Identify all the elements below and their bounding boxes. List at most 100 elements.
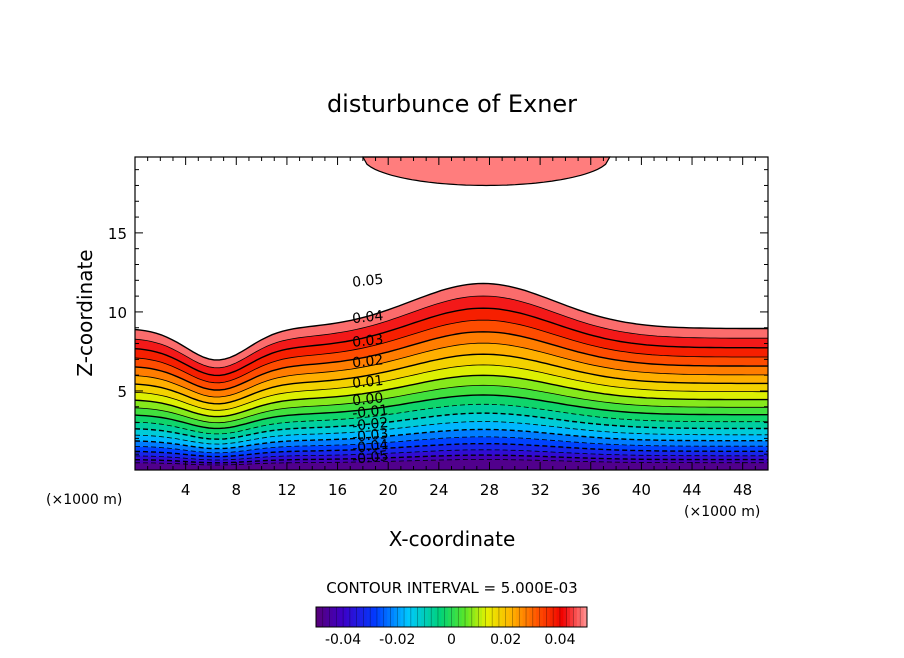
contour-label: -0.05	[351, 448, 389, 468]
colorbar-segment	[410, 607, 415, 627]
y-tick-label: 5	[117, 383, 127, 401]
y-tick-label: 10	[108, 304, 127, 322]
contour-label-layer: 0.05 0.04 0.030.02 0.010.00-0.01-0.02-0.03-…	[351, 272, 389, 468]
contour-line	[134, 319, 768, 384]
x-tick-label: 24	[429, 481, 448, 499]
contour-label: 0.02	[351, 352, 384, 371]
colorbar-segment	[404, 607, 408, 627]
colorbar-tick-label: 0	[447, 632, 456, 648]
x-tick-label: 4	[181, 481, 191, 499]
colorbar-segment	[570, 607, 574, 627]
colorbar-segment	[458, 607, 463, 627]
colorbar-segment	[397, 607, 402, 627]
colorbar-segment	[465, 607, 469, 627]
colorbar-tick-label: -0.04	[325, 632, 361, 648]
contour-label: 0.03	[351, 332, 384, 351]
contour-line	[134, 384, 768, 424]
colorbar-segment	[556, 607, 561, 627]
colorbar-segment	[448, 607, 452, 627]
contour-line	[134, 421, 768, 445]
colorbar-segment	[583, 607, 588, 627]
colorbar-segment	[485, 607, 490, 627]
contour-label: -0.04	[351, 437, 389, 457]
colorbar-segment	[414, 607, 419, 627]
colorbar-segment	[454, 607, 459, 627]
x-tick-label: 36	[581, 481, 600, 499]
colorbar-tick-labels: -0.04 -0.02 0 0.02 0.04	[325, 632, 576, 648]
colorbar-segment	[546, 607, 551, 627]
colorbar-segment	[509, 607, 513, 627]
colorbar-segment	[478, 607, 483, 627]
contour-label: -0.01	[351, 402, 389, 422]
colorbar-segment	[353, 607, 358, 627]
colorbar-segment	[346, 607, 351, 627]
colorbar-segment	[390, 607, 395, 627]
y-axis-label: Z-coordinate	[73, 249, 97, 376]
colorbar-segment	[407, 607, 412, 627]
colorbar-segment	[424, 607, 429, 627]
colorbar-segment	[505, 607, 510, 627]
colorbar-segment	[519, 607, 524, 627]
contour-line	[134, 342, 768, 398]
colorbar-segment	[343, 607, 347, 627]
contour-line	[134, 403, 769, 435]
colorbar-segment	[566, 607, 571, 627]
contour-fill-layer	[134, 156, 769, 471]
contour-line	[134, 307, 768, 377]
contour-label: -0.02	[351, 415, 389, 435]
colorbar-segment	[451, 607, 456, 627]
contour-line	[134, 436, 769, 454]
colorbar-segment	[495, 607, 500, 627]
colorbar-segment	[356, 607, 361, 627]
contour-line-layer	[134, 282, 769, 466]
colorbar-segment	[360, 607, 364, 627]
contour-line	[134, 353, 768, 405]
colorbar-segment	[380, 607, 385, 627]
colorbar-segment	[376, 607, 381, 627]
colorbar-segment	[370, 607, 375, 627]
colorbar-segment	[319, 607, 324, 627]
colorbar-segment	[421, 607, 425, 627]
colorbar-segment	[427, 607, 432, 627]
colorbar-segment	[349, 607, 354, 627]
x-tick-label: 32	[531, 481, 550, 499]
colorbar-segment	[366, 607, 371, 627]
colorbar-segment	[437, 607, 442, 627]
colorbar	[315, 606, 588, 628]
contour-line	[134, 394, 768, 430]
colorbar-segment	[580, 607, 585, 627]
upper-positive-cap	[361, 156, 611, 187]
colorbar-segment	[441, 607, 446, 627]
colorbar-segment	[559, 607, 564, 627]
colorbar-segment	[363, 607, 368, 627]
y-tick-label: 15	[108, 225, 127, 243]
colorbar-segment	[468, 607, 473, 627]
contour-interval-text: CONTOUR INTERVAL = 5.000E-03	[326, 579, 577, 597]
contour-label: 0.05	[351, 272, 384, 291]
contour-label: 0.00	[351, 390, 384, 409]
colorbar-segment	[512, 607, 517, 627]
contour-label: -0.03	[351, 426, 389, 446]
colorbar-segment	[336, 607, 341, 627]
x-tick-label: 20	[379, 481, 398, 499]
colorbar-segment	[498, 607, 503, 627]
colorbar-segment	[475, 607, 480, 627]
colorbar-segment	[481, 607, 486, 627]
x-unit-right: (×1000 m)	[684, 504, 760, 520]
colorbar-segment	[542, 607, 547, 627]
colorbar-segment	[322, 607, 327, 627]
x-axis-label: X-coordinate	[389, 527, 516, 551]
colorbar-segment	[492, 607, 497, 627]
colorbar-segment	[532, 607, 537, 627]
colorbar-segment	[393, 607, 398, 627]
colorbar-segment	[444, 607, 449, 627]
colorbar-segment	[576, 607, 581, 627]
x-tick-label: 8	[232, 481, 242, 499]
x-tick-label: 28	[480, 481, 499, 499]
colorbar-segment	[434, 607, 439, 627]
x-tick-label: 12	[277, 481, 296, 499]
x-tick-label: 16	[328, 481, 347, 499]
